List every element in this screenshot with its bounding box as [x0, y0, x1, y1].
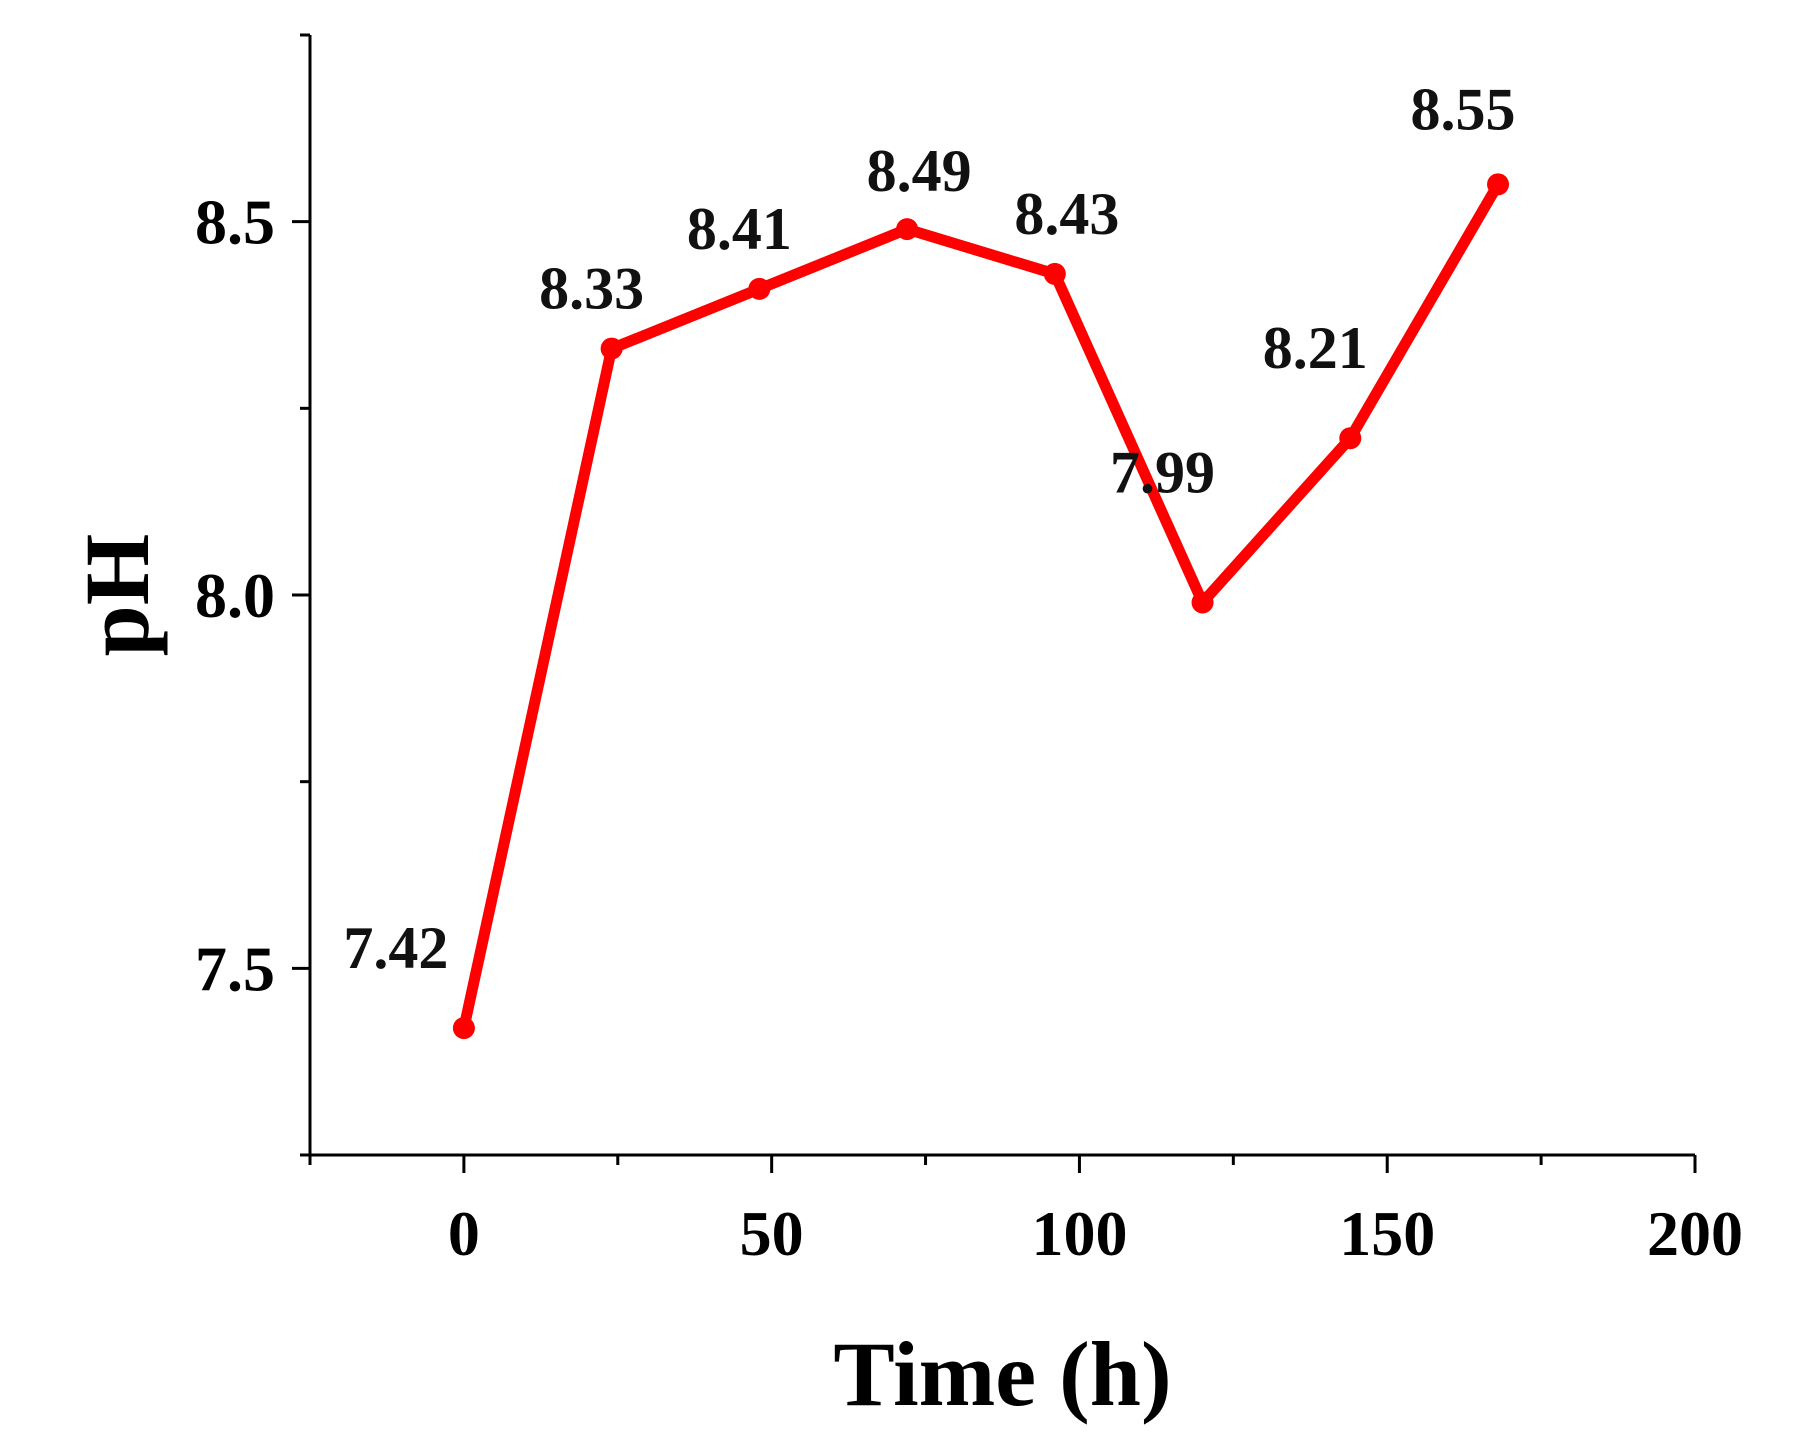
data-point — [896, 218, 919, 241]
data-label: 8.55 — [1411, 76, 1516, 142]
x-tick-label: 0 — [448, 1198, 480, 1269]
ticks: 0 50 100 150 200 7.5 8.0 8.5 — [195, 33, 1743, 1269]
data-point — [452, 1017, 475, 1040]
data-point — [1339, 427, 1362, 450]
data-point — [748, 277, 771, 300]
data-label: 8.33 — [539, 256, 644, 322]
x-axis-title: Time (h) — [833, 1323, 1171, 1425]
y-tick-label: 7.5 — [195, 933, 275, 1004]
data-label: 7.99 — [1110, 439, 1215, 505]
data-point — [1043, 262, 1066, 285]
data-point — [1487, 173, 1510, 196]
x-tick-label: 100 — [1031, 1198, 1127, 1269]
data-label: 8.41 — [687, 196, 792, 262]
data-label: 7.42 — [343, 915, 448, 981]
data-point — [1191, 591, 1214, 614]
data-labels: 7.42 8.33 8.41 8.49 8.43 7.99 8.21 8.55 — [343, 76, 1515, 981]
x-tick-label: 50 — [740, 1198, 804, 1269]
x-tick-label: 200 — [1647, 1198, 1743, 1269]
y-tick-label: 8.5 — [195, 187, 275, 258]
data-point — [600, 337, 623, 360]
y-axis-title: pH — [66, 534, 168, 657]
data-label: 8.21 — [1263, 315, 1368, 381]
series-layer — [452, 173, 1510, 1040]
y-tick-label: 8.0 — [195, 560, 275, 631]
data-label: 8.49 — [867, 138, 972, 204]
series-line — [458, 178, 1504, 1034]
x-tick-label: 150 — [1339, 1198, 1435, 1269]
data-label: 8.43 — [1014, 181, 1119, 247]
